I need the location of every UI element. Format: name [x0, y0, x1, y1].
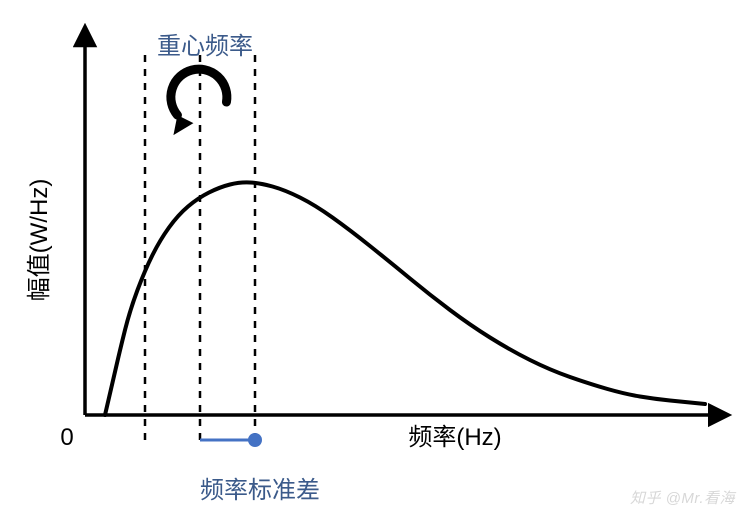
- x-axis-label: 频率(Hz): [408, 424, 501, 451]
- std-dot: [248, 433, 262, 447]
- centroid-freq-label: 重心频率: [157, 33, 253, 60]
- std-label: 频率标准差: [200, 477, 320, 504]
- rotation-arrow-arc: [171, 69, 227, 115]
- spectrum-chart: 重心频率频率标准差 频率(Hz) 幅值(W/Hz) 0: [0, 0, 747, 516]
- y-axis-label: 幅值(W/Hz): [26, 179, 53, 302]
- origin-label: 0: [60, 424, 73, 451]
- spectrum-curve: [105, 182, 705, 415]
